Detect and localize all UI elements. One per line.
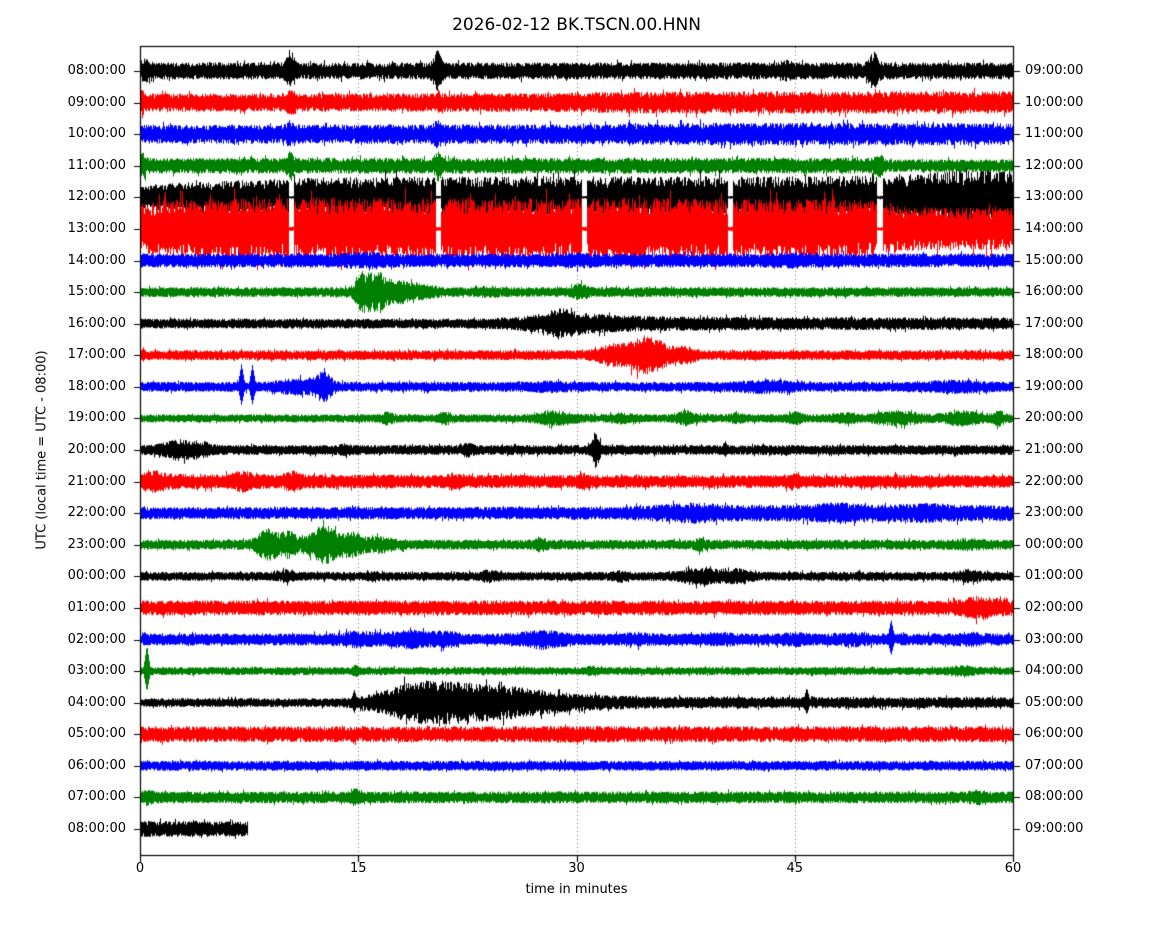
local-time-label: 09:00:00 bbox=[1025, 63, 1084, 78]
x-tick-label: 0 bbox=[135, 861, 145, 876]
utc-time-label: 11:00:00 bbox=[67, 157, 126, 173]
utc-time-label: 13:00:00 bbox=[67, 220, 126, 236]
utc-time-label: 19:00:00 bbox=[67, 410, 126, 426]
local-time-label: 15:00:00 bbox=[1025, 252, 1084, 268]
utc-time-label: 07:00:00 bbox=[67, 789, 126, 805]
utc-time-label: 06:00:00 bbox=[67, 757, 126, 773]
local-time-label: 04:00:00 bbox=[1025, 663, 1084, 679]
utc-time-label: 16:00:00 bbox=[67, 315, 126, 331]
x-tick-label: 60 bbox=[1004, 861, 1022, 876]
utc-time-label: 01:00:00 bbox=[67, 599, 126, 615]
utc-time-label: 05:00:00 bbox=[67, 726, 126, 742]
local-time-label: 01:00:00 bbox=[1025, 568, 1084, 584]
utc-time-label: 23:00:00 bbox=[67, 536, 126, 552]
local-time-label: 06:00:00 bbox=[1025, 726, 1084, 742]
utc-time-label: 12:00:00 bbox=[67, 189, 126, 205]
utc-time-label: 10:00:00 bbox=[67, 126, 126, 142]
local-time-label: 23:00:00 bbox=[1025, 505, 1084, 521]
x-tick-label: 45 bbox=[786, 861, 804, 876]
local-time-label: 12:00:00 bbox=[1025, 157, 1084, 173]
local-time-label: 05:00:00 bbox=[1025, 694, 1084, 710]
local-time-label: 14:00:00 bbox=[1025, 220, 1084, 236]
local-time-label: 02:00:00 bbox=[1025, 599, 1084, 615]
utc-time-label: 00:00:00 bbox=[67, 568, 126, 584]
local-time-label: 13:00:00 bbox=[1025, 189, 1084, 205]
x-axis-tick-labels: 0 15 30 45 60 bbox=[0, 861, 1150, 879]
utc-time-label: 14:00:00 bbox=[67, 252, 126, 268]
local-time-label: 11:00:00 bbox=[1025, 126, 1084, 142]
local-time-label: 18:00:00 bbox=[1025, 347, 1084, 363]
local-time-label: 08:00:00 bbox=[1025, 789, 1084, 805]
utc-time-label: 15:00:00 bbox=[67, 284, 126, 300]
local-time-label: 10:00:00 bbox=[1025, 94, 1084, 110]
local-time-label: 21:00:00 bbox=[1025, 442, 1084, 457]
utc-time-label: 08:00:00 bbox=[67, 63, 126, 78]
plot-title: 2026-02-12 BK.TSCN.00.HNN bbox=[452, 15, 701, 35]
local-time-label: 03:00:00 bbox=[1025, 631, 1084, 647]
local-time-label: 17:00:00 bbox=[1025, 315, 1084, 331]
utc-time-label: 20:00:00 bbox=[67, 442, 126, 457]
utc-time-label: 02:00:00 bbox=[67, 631, 126, 647]
utc-time-label: 22:00:00 bbox=[67, 505, 126, 521]
utc-time-label: 17:00:00 bbox=[67, 347, 126, 363]
local-time-label: 19:00:00 bbox=[1025, 378, 1084, 394]
local-time-label: 20:00:00 bbox=[1025, 410, 1084, 426]
utc-time-label: 21:00:00 bbox=[67, 473, 126, 489]
utc-time-label: 04:00:00 bbox=[67, 694, 126, 710]
utc-time-label: 18:00:00 bbox=[67, 378, 126, 394]
local-time-label: 00:00:00 bbox=[1025, 536, 1084, 552]
utc-time-label: 03:00:00 bbox=[67, 663, 126, 679]
local-time-label: 09:00:00 bbox=[1025, 821, 1084, 836]
x-tick-label: 15 bbox=[349, 861, 367, 876]
utc-time-label: 09:00:00 bbox=[67, 94, 126, 110]
local-time-label: 16:00:00 bbox=[1025, 284, 1084, 300]
local-time-label: 22:00:00 bbox=[1025, 473, 1084, 489]
x-tick-label: 30 bbox=[568, 861, 585, 876]
x-axis-label: time in minutes bbox=[525, 882, 628, 897]
utc-time-label: 08:00:00 bbox=[67, 821, 126, 836]
local-time-label: 07:00:00 bbox=[1025, 757, 1084, 773]
